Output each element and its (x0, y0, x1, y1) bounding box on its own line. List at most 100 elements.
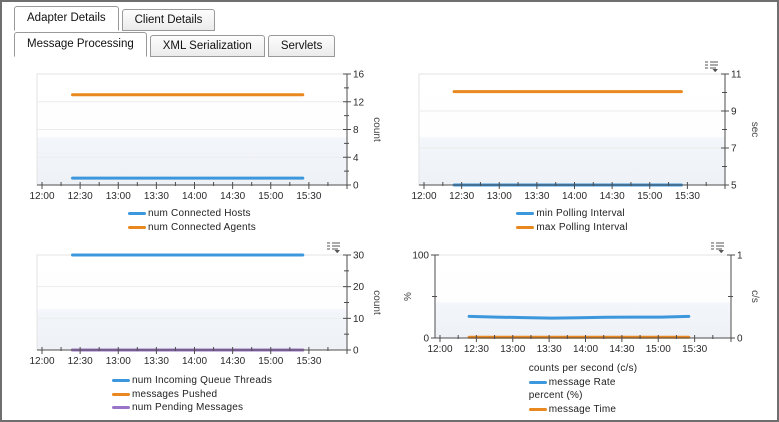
x-tick-label: 12:00 (29, 191, 54, 201)
legend-label: message Rate (548, 376, 616, 388)
y-tick-label: 0 (353, 181, 359, 192)
y-tick-label: 20 (353, 282, 365, 293)
message-rate-chart-panel: 0 1 c/s 0 100% 12:00 12:30 13:00 13:30 14:00 14:30… (400, 241, 772, 416)
legend-swatch (516, 212, 535, 216)
right-y-axis: 0 1 c/s (727, 251, 760, 345)
legend-swatch (111, 379, 130, 383)
legend-swatch (128, 212, 147, 216)
tab-label: Message Processing (27, 38, 134, 50)
tab-client-details[interactable]: Client Details (121, 9, 216, 31)
left-y-axis: 0 100% (403, 251, 439, 345)
x-tick-label: 15:30 (682, 344, 707, 355)
x-axis: 12:00 12:30 13:00 13:30 14:00 14:30 15:00 15:30 (411, 182, 726, 202)
right-y-axis: 0 4 8 12 16 count (343, 70, 382, 192)
legend-item: message Time (528, 403, 638, 417)
chart-legend: num Incoming Queue Threads messages Push… (111, 374, 273, 415)
x-tick-label: 14:30 (220, 191, 245, 201)
y-tick-label: 0 (737, 334, 743, 345)
y-tick-label: 4 (353, 153, 359, 164)
x-tick-label: 12:00 (427, 344, 452, 355)
y-axis-unit-label: count (371, 290, 382, 315)
legend-label: num Pending Messages (131, 402, 244, 414)
y-tick-label: 8 (353, 125, 359, 136)
chart-menu-icon[interactable] (705, 61, 718, 73)
y-tick-label: 1 (737, 251, 743, 262)
legend-label: max Polling Interval (536, 221, 628, 233)
message-rate-chart: 0 1 c/s 0 100% 12:00 12:30 13:00 13:30 14:00 14:30… (403, 242, 760, 355)
y-tick-label: 30 (353, 251, 365, 262)
legend-item: min Polling Interval (516, 207, 627, 221)
x-tick-label: 12:30 (464, 344, 489, 355)
x-tick-label: 15:00 (637, 191, 662, 201)
tab-label: Client Details (134, 14, 203, 26)
y-tick-label: 100 (412, 251, 429, 262)
x-axis: 12:00 12:30 13:00 13:30 14:00 14:30 15:00 15:30 (29, 347, 348, 367)
legend-item: messages Pushed (111, 388, 272, 402)
legend-label: messages Pushed (131, 388, 218, 400)
legend-item: message Rate (528, 376, 638, 390)
tab-xml-serialization[interactable]: XML Serialization (149, 35, 265, 57)
x-tick-label: 15:30 (296, 356, 321, 367)
chart-legend: min Polling Interval max Polling Interva… (516, 207, 627, 234)
legend-swatch (516, 225, 535, 229)
x-tick-label: 13:00 (487, 191, 512, 201)
y-axis-unit-label: % (403, 292, 414, 301)
right-y-axis: 5 7 9 11 sec (721, 70, 760, 192)
x-tick-label: 12:30 (68, 356, 93, 367)
legend-label: percent (%) (528, 390, 583, 402)
x-tick-label: 13:00 (106, 356, 131, 367)
x-tick-label: 13:30 (524, 191, 549, 201)
legend-swatch (111, 406, 130, 410)
polling-interval-chart-panel: 5 7 9 11 sec 12:00 12:30 13:00 13:30 14:00 14:30 15… (400, 59, 772, 234)
x-axis: 12:00 12:30 13:00 13:30 14:00 14:30 15:00 15:30 (427, 335, 732, 355)
x-tick-label: 13:00 (106, 191, 131, 201)
legend-item: num Pending Messages (111, 401, 272, 415)
x-axis: 12:00 12:30 13:00 13:30 14:00 14:30 15:00 15:30 (29, 182, 348, 202)
x-tick-label: 12:00 (411, 191, 436, 201)
polling-interval-chart: 5 7 9 11 sec 12:00 12:30 13:00 13:30 14:00 14:30 15… (411, 61, 760, 202)
y-axis-unit-label: c/s (749, 290, 760, 303)
legend-label: counts per second (c/s) (528, 363, 638, 375)
outer-tab-strip: Adapter Details Client Details (2, 6, 216, 31)
y-tick-label: 5 (731, 181, 737, 192)
series-message-rate (467, 314, 691, 320)
y-tick-label: 7 (731, 144, 737, 155)
tab-label: XML Serialization (162, 40, 252, 52)
x-tick-label: 12:30 (449, 191, 474, 201)
y-axis-unit-label: count (371, 117, 382, 142)
y-tick-label: 16 (353, 70, 365, 81)
chart-menu-icon[interactable] (327, 242, 340, 254)
chart-legend: num Connected Hosts num Connected Agents (128, 207, 256, 234)
y-tick-label: 0 (353, 346, 359, 357)
y-tick-label: 12 (353, 97, 365, 108)
legend-item: num Connected Hosts (128, 207, 256, 221)
legend-item: max Polling Interval (516, 221, 627, 235)
x-tick-label: 14:00 (182, 191, 207, 201)
legend-label: num Connected Agents (148, 221, 256, 233)
tab-servlets[interactable]: Servlets (267, 35, 336, 57)
connections-chart: 0 4 8 12 16 count 12:00 12:30 13:00 13:30 14:00 14:… (29, 70, 382, 203)
legend-swatch (528, 380, 547, 384)
connections-chart-panel: 0 4 8 12 16 count 12:00 12:30 13:00 13:30 14:00 14:… (14, 59, 394, 234)
inner-tab-strip: Message Processing XML Serialization Ser… (2, 32, 336, 57)
chart-legend: counts per second (c/s) message Rate per… (528, 362, 638, 417)
y-tick-label: 11 (731, 70, 742, 81)
x-tick-label: 15:30 (296, 191, 321, 201)
legend-label: num Incoming Queue Threads (131, 375, 273, 387)
y-axis-unit-label: sec (749, 122, 760, 138)
plot-area (36, 254, 348, 351)
x-tick-label: 13:30 (144, 191, 169, 201)
legend-swatch (111, 392, 130, 396)
x-tick-label: 14:30 (600, 191, 625, 201)
x-tick-label: 15:00 (646, 344, 671, 355)
legend-group-label: percent (%) (529, 389, 638, 403)
legend-label: min Polling Interval (536, 208, 625, 220)
x-tick-label: 13:30 (537, 344, 562, 355)
legend-swatch (128, 225, 147, 229)
tab-message-processing[interactable]: Message Processing (14, 32, 147, 57)
x-tick-label: 15:00 (258, 356, 283, 367)
legend-label: num Connected Hosts (148, 208, 251, 220)
tab-adapter-details[interactable]: Adapter Details (14, 6, 119, 31)
chart-menu-icon[interactable] (711, 242, 724, 254)
